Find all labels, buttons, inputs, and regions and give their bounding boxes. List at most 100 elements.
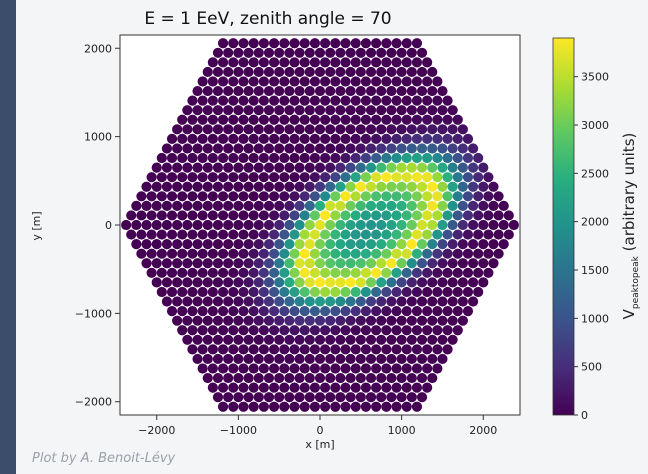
detector-station — [289, 114, 300, 125]
detector-station — [289, 306, 300, 317]
detector-station — [391, 401, 402, 412]
detector-station — [197, 76, 208, 87]
detector-station — [289, 172, 300, 183]
detector-station — [432, 114, 443, 125]
detector-station — [263, 181, 275, 192]
detector-station — [467, 296, 479, 307]
detector-station — [381, 57, 392, 68]
detector-station — [304, 143, 315, 154]
detector-station — [314, 85, 326, 97]
detector-station — [325, 162, 336, 173]
detector-station — [212, 181, 224, 192]
detector-station — [411, 133, 423, 144]
detector-station — [330, 401, 341, 412]
detector-station — [212, 200, 224, 211]
detector-station — [432, 76, 443, 87]
detector-station — [340, 382, 351, 393]
detector-station — [299, 133, 310, 144]
detector-station — [447, 105, 458, 116]
detector-station — [381, 325, 392, 336]
detector-station — [360, 95, 372, 106]
detector-station — [427, 66, 438, 78]
y-tick-label: 1000 — [84, 131, 112, 144]
detector-station — [391, 210, 402, 221]
detector-station — [243, 200, 254, 211]
detector-station — [401, 325, 412, 336]
detector-station — [177, 172, 188, 183]
detector-station — [146, 172, 157, 183]
detector-station — [243, 219, 254, 231]
detector-station — [274, 334, 285, 345]
x-tick-label: 2000 — [469, 424, 497, 437]
detector-station — [411, 248, 423, 259]
detector-station — [279, 95, 290, 106]
detector-station — [202, 372, 213, 384]
detector-station — [263, 85, 275, 97]
detector-station — [314, 219, 326, 231]
detector-station — [386, 392, 397, 403]
detector-station — [284, 124, 295, 135]
detector-station — [274, 372, 285, 384]
detector-station — [320, 191, 331, 202]
detector-station — [253, 219, 264, 231]
detector-station — [299, 306, 310, 317]
detector-station — [151, 258, 162, 269]
x-tick-label: 0 — [317, 424, 324, 437]
detector-station — [381, 210, 392, 221]
detector-station — [360, 286, 372, 298]
detector-station — [360, 191, 372, 202]
detector-station — [187, 325, 198, 336]
detector-station — [223, 315, 234, 326]
detector-station — [223, 85, 234, 97]
detector-station — [416, 353, 428, 365]
detector-station — [238, 114, 249, 125]
detector-station — [340, 133, 351, 144]
detector-station — [314, 392, 326, 403]
detector-station — [212, 258, 224, 269]
detector-station — [335, 85, 346, 97]
detector-station — [156, 172, 167, 183]
detector-station — [401, 114, 412, 125]
detector-station — [304, 296, 315, 307]
detector-station — [411, 57, 423, 68]
detector-station — [309, 325, 320, 336]
detector-station — [217, 57, 229, 68]
detector-station — [263, 105, 275, 116]
detector-station — [411, 382, 423, 393]
detector-station — [217, 267, 229, 278]
detector-station — [284, 200, 295, 211]
detector-station — [289, 248, 300, 259]
detector-station — [314, 200, 326, 211]
detector-station — [422, 172, 433, 183]
detector-station — [442, 114, 453, 125]
detector-station — [462, 267, 474, 278]
detector-station — [253, 277, 264, 288]
detector-station — [294, 372, 305, 384]
detector-station — [279, 401, 290, 412]
detector-station — [212, 105, 224, 116]
detector-station — [350, 363, 361, 374]
detector-station — [309, 76, 320, 87]
detector-station — [258, 114, 269, 125]
detector-station — [376, 200, 387, 211]
detector-station — [238, 286, 249, 298]
detector-station — [212, 162, 224, 173]
detector-station — [345, 105, 356, 116]
detector-station — [452, 133, 463, 144]
detector-station — [345, 353, 356, 365]
detector-station — [187, 152, 198, 164]
detector-station — [355, 353, 366, 365]
detector-station — [386, 162, 397, 173]
detector-station — [355, 296, 366, 307]
detector-station — [258, 363, 269, 374]
detector-station — [340, 57, 351, 68]
detector-station — [309, 114, 320, 125]
detector-station — [299, 267, 310, 278]
detector-station — [411, 229, 423, 240]
detector-station — [238, 172, 249, 183]
detector-station — [314, 181, 326, 192]
detector-station — [253, 105, 264, 116]
detector-station — [427, 334, 438, 345]
detector-station — [401, 363, 412, 374]
detector-station — [166, 306, 178, 317]
